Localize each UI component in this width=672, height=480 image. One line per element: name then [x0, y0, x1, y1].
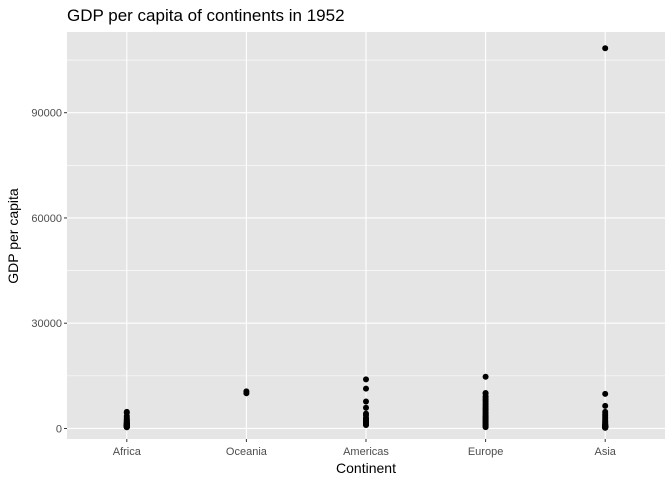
x-axis-title: Continent: [336, 460, 396, 476]
data-point: [602, 402, 609, 409]
x-axis: Africa Oceania Americas Europe Asia: [113, 439, 617, 458]
x-tick-label: Americas: [343, 446, 389, 458]
data-point: [363, 385, 369, 392]
data-point: [123, 424, 130, 431]
data-point: [602, 424, 609, 431]
y-tick-label: 90000: [31, 108, 62, 120]
data-point: [363, 404, 369, 411]
y-axis: 0 30000 60000 90000: [31, 108, 67, 435]
data-point: [602, 390, 609, 397]
x-tick-label: Asia: [594, 446, 616, 458]
data-points: [123, 45, 609, 431]
data-point: [602, 45, 609, 52]
y-tick-label: 0: [56, 423, 62, 435]
x-tick-label: Europe: [468, 446, 503, 458]
major-gridlines: [67, 32, 665, 439]
data-point: [363, 376, 369, 383]
data-point: [363, 421, 369, 428]
y-axis-title: GDP per capita: [5, 188, 21, 284]
data-point: [482, 424, 489, 431]
x-tick-label: Africa: [113, 446, 142, 458]
data-point: [482, 373, 489, 380]
chart-title: GDP per capita of continents in 1952: [67, 6, 345, 25]
y-tick-label: 30000: [31, 318, 62, 330]
x-tick-label: Oceania: [226, 446, 268, 458]
data-point: [363, 398, 369, 405]
y-tick-label: 60000: [31, 213, 62, 225]
data-point: [243, 390, 250, 397]
